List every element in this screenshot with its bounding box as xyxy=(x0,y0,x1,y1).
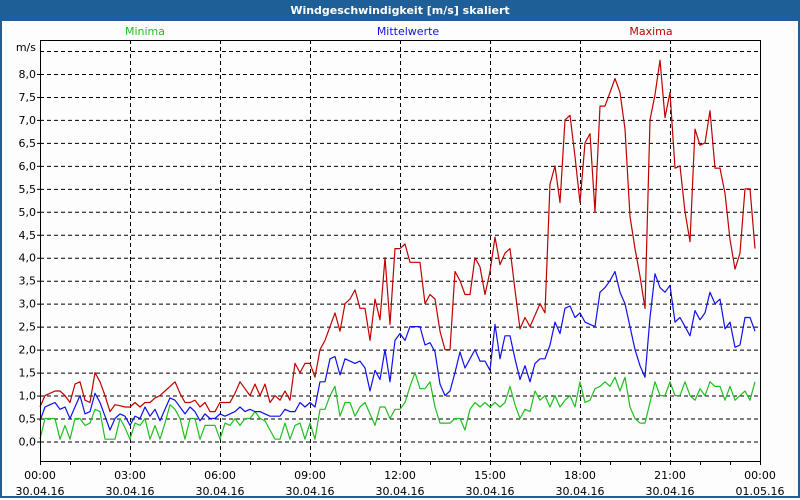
x-tick-label-time: 12:00 xyxy=(384,469,416,482)
y-tick-label: 1,0 xyxy=(19,390,37,403)
legend-maxima: Maxima xyxy=(629,25,672,38)
x-tick-label-time: 03:00 xyxy=(114,469,146,482)
legend-mittelwerte: Mittelwerte xyxy=(377,25,440,38)
x-tick-label-time: 21:00 xyxy=(654,469,686,482)
x-tick-label-date: 30.04.16 xyxy=(376,485,425,498)
legend-minima: Minima xyxy=(125,25,165,38)
y-tick-label: 6,5 xyxy=(19,137,37,150)
x-tick-label-date: 30.04.16 xyxy=(106,485,155,498)
x-tick-label-date: 30.04.16 xyxy=(16,485,65,498)
y-tick-label: 8,0 xyxy=(19,68,37,81)
y-tick-label: 7,5 xyxy=(19,91,37,104)
x-tick-label-date: 01.05.16 xyxy=(736,485,785,498)
y-axis-label: m/s xyxy=(16,41,36,54)
y-tick-label: 3,5 xyxy=(19,275,37,288)
x-tick-label-time: 06:00 xyxy=(204,469,236,482)
y-tick-label: 6,0 xyxy=(19,160,37,173)
x-tick-label-date: 30.04.16 xyxy=(556,485,605,498)
y-tick-label: 4,0 xyxy=(19,252,37,265)
x-tick-label-date: 30.04.16 xyxy=(466,485,515,498)
x-tick-label-time: 15:00 xyxy=(474,469,506,482)
y-tick-label: 7,0 xyxy=(19,114,37,127)
grid xyxy=(40,40,760,461)
x-tick-label-time: 00:00 xyxy=(744,469,776,482)
y-tick-label: 0,0 xyxy=(19,436,37,449)
x-tick-label-date: 30.04.16 xyxy=(286,485,335,498)
y-tick-label: 1,5 xyxy=(19,367,37,380)
series-line-mittelwerte xyxy=(39,270,756,431)
y-tick-label: 2,0 xyxy=(19,344,37,357)
window-title: Windgeschwindigkeit [m/s] skaliert xyxy=(0,0,800,21)
x-tick-label-time: 00:00 xyxy=(24,469,56,482)
y-tick-label: 5,5 xyxy=(19,183,37,196)
y-tick-label: 2,5 xyxy=(19,321,37,334)
y-tick-label: 4,5 xyxy=(19,229,37,242)
y-tick-label: 5,0 xyxy=(19,206,37,219)
x-tick-label-time: 18:00 xyxy=(564,469,596,482)
x-tick-label-time: 09:00 xyxy=(294,469,326,482)
series-line-minima xyxy=(39,372,756,440)
series-line-maxima xyxy=(39,59,756,413)
axis-labels: 0,0 0,5 1,0 1,5 2,0 2,5 3,0 3,5 4,0 4,5 5,0 5,5 6,0 6… xyxy=(16,68,785,498)
x-tick-label-date: 30.04.16 xyxy=(646,485,695,498)
x-tick-label-date: 30.04.16 xyxy=(196,485,245,498)
axes xyxy=(37,40,761,465)
y-tick-label: 0,5 xyxy=(19,413,37,426)
series-lines xyxy=(39,59,756,440)
y-tick-label: 3,0 xyxy=(19,298,37,311)
